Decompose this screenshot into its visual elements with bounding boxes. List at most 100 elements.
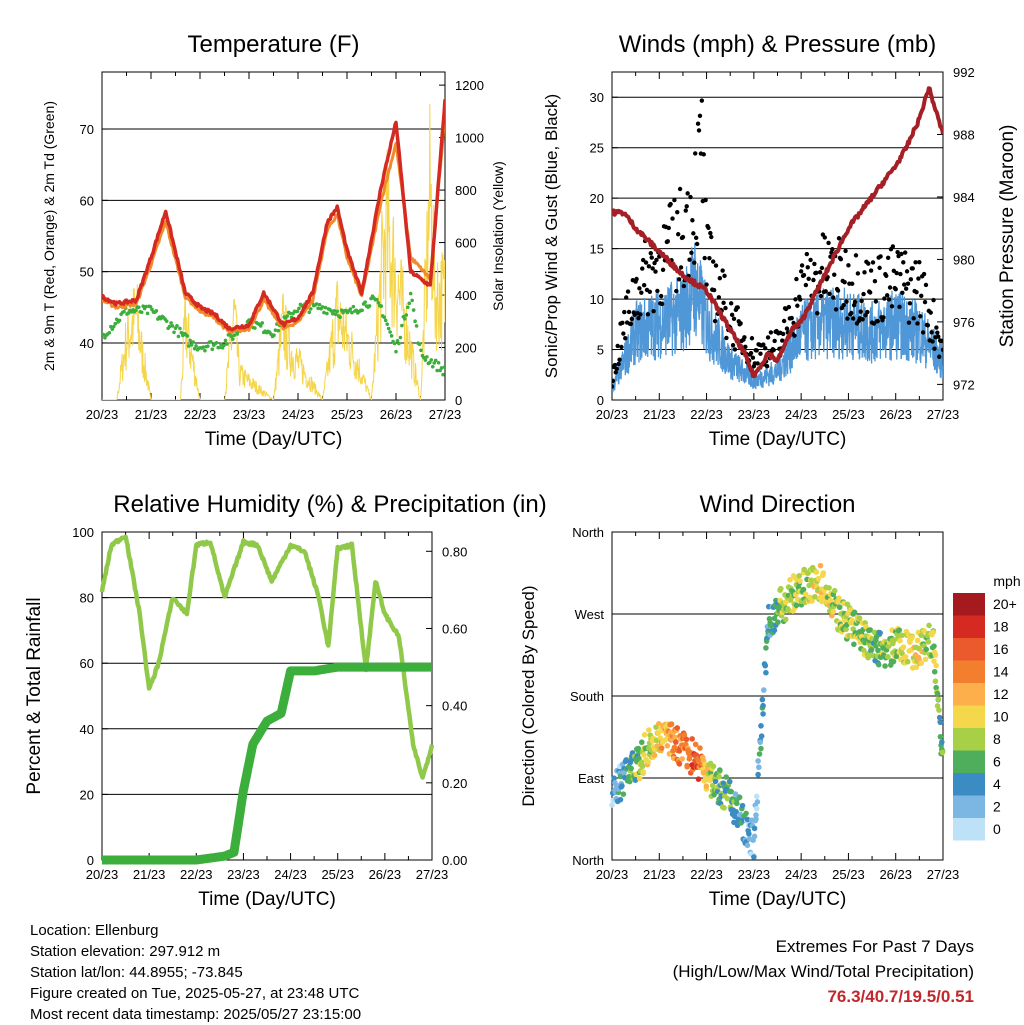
gust-point [877,265,882,271]
gust-point [701,152,706,157]
gust-point [925,323,931,328]
gust-point [723,305,728,311]
panel3-xtick-label-7: 27/23 [416,867,449,882]
direction-point [909,634,915,641]
direction-point [925,638,932,645]
gust-point [641,257,646,263]
gust-point [897,304,902,310]
dewpoint-point [435,368,439,373]
panel3-y2tick-label-1: 0.20 [442,776,467,791]
gust-point [696,128,702,133]
gust-point [939,338,943,344]
panel2-ytick-label-4: 20 [590,191,604,206]
panel4-xtick-label-3: 23/23 [738,867,771,882]
panel2-y2label: Station Pressure (Maroon) [997,125,1018,348]
dewpoint-point [273,328,278,332]
panel3-xlabel: Time (Day/UTC) [198,889,336,910]
gust-point [932,346,937,351]
gust-point [806,276,811,282]
gust-point [808,257,813,263]
gust-point [858,309,863,314]
dewpoint-point [441,372,445,377]
direction-point [695,776,702,782]
gust-point [703,197,708,203]
direction-point [651,752,658,758]
dewpoint-point [325,311,329,316]
gust-point [693,235,699,241]
panel4-ytick-label-1: East [578,771,604,786]
dewpoint-point [139,310,144,315]
gust-point [844,299,849,304]
gust-point [830,247,835,252]
gust-point [709,234,714,240]
direction-point [673,739,679,745]
direction-point [934,690,941,697]
gust-point [666,225,671,231]
dewpoint-point [388,330,392,334]
gust-point [647,289,653,294]
direction-point [754,799,761,805]
panel1-xtick-label-2: 22/23 [184,407,217,422]
direction-point [902,654,909,660]
panel1-xtick-label-7: 27/23 [429,407,462,422]
gust-point [931,297,936,303]
direction-point [763,669,769,676]
dewpoint-point [376,301,381,305]
dewpoint-point [229,334,234,339]
direction-point [751,833,758,840]
panel1-xtick-label-1: 21/23 [135,407,168,422]
speed-legend-swatch-6 [953,728,985,751]
direction-point [868,646,875,653]
gust-point [704,282,709,287]
direction-point [913,664,920,671]
gust-point [838,256,844,262]
direction-point [936,714,943,721]
dewpoint-point [385,322,389,326]
gust-point [793,297,798,302]
gust-point [722,273,727,279]
panel1-ytick-label-1: 50 [80,265,94,280]
direction-point [724,795,731,802]
gust-point [658,293,664,299]
dewpoint-point [329,309,334,313]
direction-point [797,578,803,584]
gust-point [923,282,929,288]
direction-point [756,751,763,757]
panel1-xtick-label-0: 20/23 [86,407,119,422]
gust-point [920,330,926,335]
direction-point [728,788,734,795]
direction-point [802,591,809,597]
direction-point [758,723,764,729]
panel4-xtick-label-7: 27/23 [927,867,960,882]
panel3-ytick-label-5: 100 [72,525,94,540]
gust-point [712,318,718,324]
gust-point [720,268,725,273]
gust-point [803,282,809,288]
gust-point [639,290,644,295]
direction-point [755,758,761,764]
panel1-y2label: Solar Insolation (Yellow) [490,161,506,311]
panel3-xtick-label-5: 25/23 [321,867,354,882]
dewpoint-point [386,326,391,331]
direction-point [931,658,937,664]
gust-point [881,315,886,320]
dewpoint-point [223,338,228,343]
gust-point [887,285,893,290]
gust-point [743,344,748,350]
direction-point [831,587,838,594]
panel1-y2tick-label-5: 1000 [455,131,484,146]
gust-point [688,194,693,200]
panel2-xtick-label-4: 24/23 [785,407,818,422]
dewpoint-point [382,315,387,320]
direction-point [658,745,665,751]
gust-point [638,312,643,317]
gust-point [643,260,649,265]
dewpoint-point [338,315,342,319]
gust-point [855,271,861,276]
extremes-values: 76.3/40.7/19.5/0.51 [827,987,974,1006]
gust-point [867,290,873,295]
speed-legend-title: mph [993,573,1020,589]
direction-point [851,609,858,616]
gust-point [905,281,911,286]
panel2-xtick-label-1: 21/23 [643,407,676,422]
